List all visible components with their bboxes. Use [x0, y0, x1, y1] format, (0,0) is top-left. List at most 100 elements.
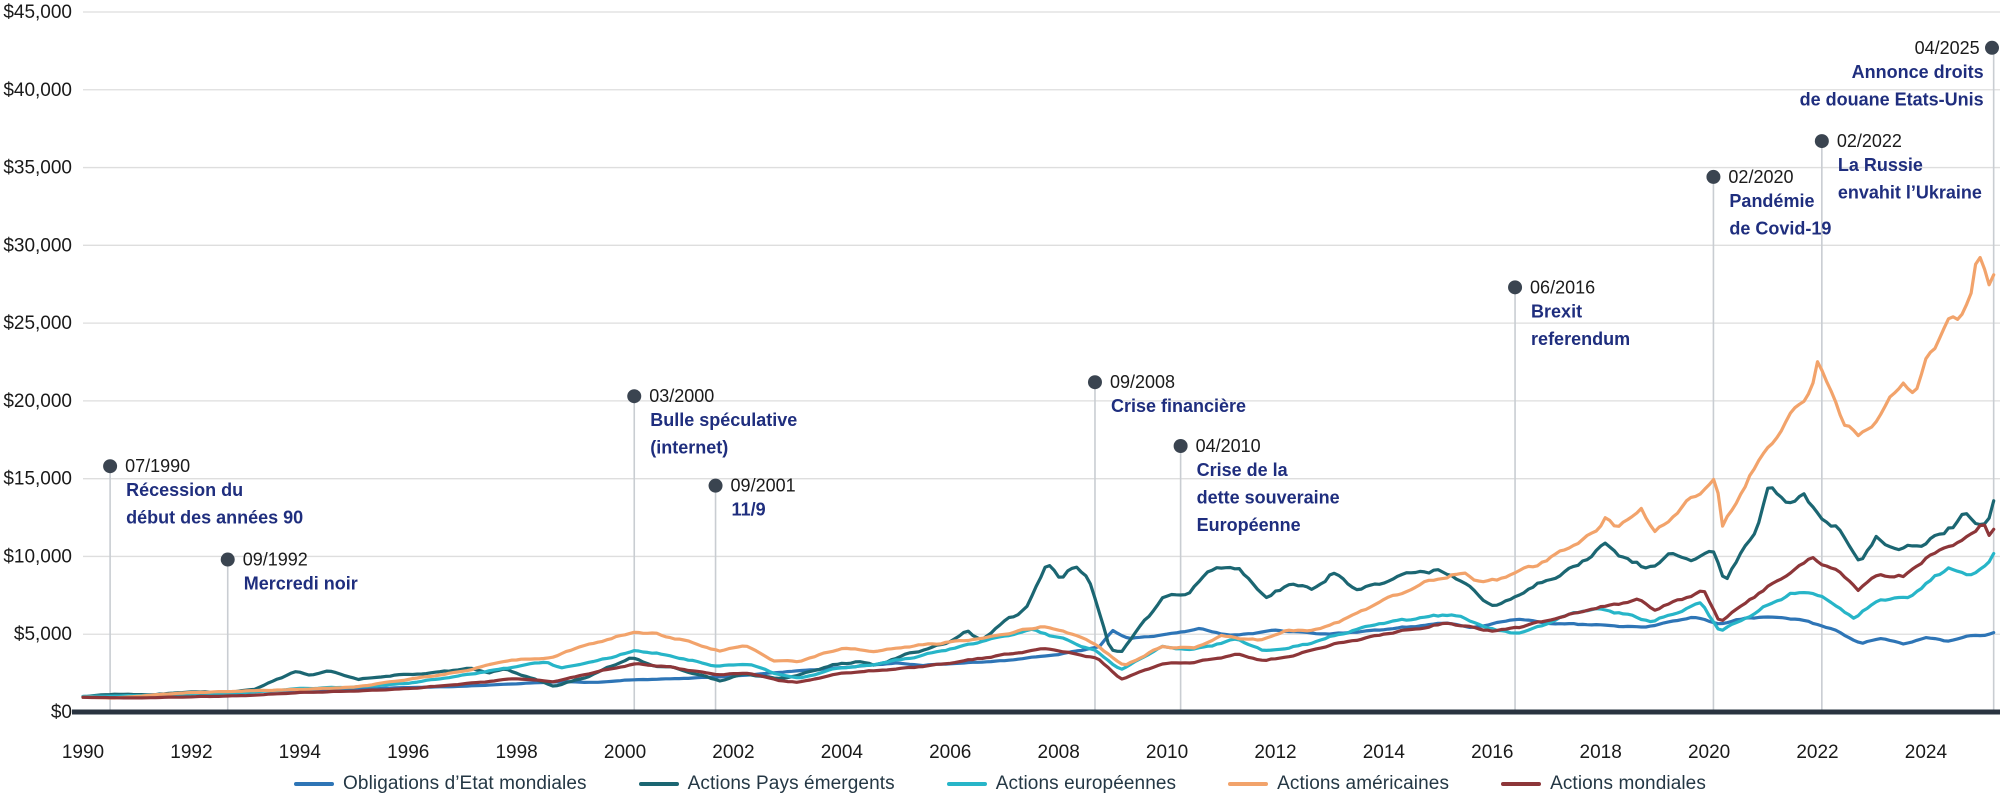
annotation-event-text: Mercredi noir: [244, 574, 358, 594]
series-lines: [81, 255, 1996, 700]
annotation-date: 04/2025: [1915, 38, 1980, 58]
annotation-event-text: Européenne: [1197, 515, 1301, 535]
legend-label: Actions mondiales: [1550, 773, 1706, 794]
legend-swatch-icon: [1501, 782, 1542, 786]
annotation-02-2022: 02/2022 La Russie envahit l’Ukraine: [1814, 131, 1982, 203]
legend-swatch-icon: [1228, 782, 1269, 786]
chart-legend: Obligations d’Etat mondiales Actions Pays…: [0, 773, 2000, 795]
x-axis-label: 2016: [1471, 742, 1513, 763]
y-axis-label: $20,000: [3, 391, 72, 412]
annotation-date: 06/2016: [1530, 277, 1595, 297]
y-axis-label: $30,000: [3, 235, 72, 256]
x-axis-labels: 1990 1992 1994 1996 1998 2000 2002 2004 2006 2008…: [62, 742, 1948, 763]
annotation-event-text: Crise financière: [1111, 396, 1246, 416]
annotation-07-1990: 07/1990 Récession du début des années 90: [103, 456, 303, 528]
series-line-world: [81, 523, 1996, 700]
gridlines: [83, 11, 2000, 635]
x-axis-label: 2024: [1905, 742, 1948, 763]
annotation-date: 07/1990: [125, 456, 190, 476]
legend-swatch-icon: [638, 782, 679, 786]
annotation-bullet-icon: [1985, 40, 1999, 55]
annotation-bullet-icon: [1087, 375, 1102, 390]
annotation-bullet-icon: [1814, 134, 1829, 149]
x-axis-label: 1996: [387, 742, 429, 763]
x-axis-label: 2008: [1038, 742, 1080, 763]
annotation-03-2000: 03/2000 Bulle spéculative (internet): [627, 386, 797, 458]
x-axis-label: 1990: [62, 742, 104, 763]
y-axis-label: $40,000: [3, 80, 72, 101]
x-axis-label: 2010: [1146, 742, 1188, 763]
annotation-09-2008: 09/2008 Crise financière: [1087, 372, 1246, 416]
annotation-02-2020: 02/2020 Pandémie de Covid-19: [1706, 167, 1831, 238]
annotation-event-text: début des années 90: [126, 508, 303, 528]
annotation-bullet-icon: [1706, 169, 1721, 184]
x-axis-label: 2012: [1254, 742, 1296, 763]
annotation-event-text: de douane Etats-Unis: [1800, 89, 1984, 109]
legend-label: Actions Pays émergents: [687, 773, 895, 794]
legend-item-world: Actions mondiales: [1501, 773, 1706, 795]
annotation-04-2010: 04/2010 Crise de la dette souveraine Europé…: [1173, 436, 1340, 535]
annotation-date: 09/1992: [243, 550, 308, 570]
series-line-us: [81, 255, 1996, 700]
annotation-event-text: envahit l’Ukraine: [1838, 183, 1982, 203]
annotation-event-text: Brexit: [1531, 301, 1582, 321]
y-axis-label: $25,000: [3, 313, 72, 334]
annotation-event-text: Bulle spéculative: [650, 410, 797, 430]
annotation-event-text: 11/9: [732, 500, 766, 520]
series-line-europe: [81, 551, 1996, 699]
annotation-event-text: de Covid-19: [1729, 218, 1831, 238]
annotation-date: 03/2000: [649, 386, 714, 406]
annotation-event-text: Pandémie: [1729, 191, 1814, 211]
series-line-emerging: [81, 486, 1996, 699]
x-axis-label: 1998: [495, 742, 537, 763]
y-axis-label: $0: [51, 702, 72, 723]
annotation-guide-lines: [109, 47, 1995, 710]
legend-item-emerging: Actions Pays émergents: [638, 773, 895, 795]
legend-label: Obligations d’Etat mondiales: [343, 773, 587, 794]
y-axis-label: $15,000: [3, 469, 72, 490]
legend-item-europe: Actions européennes: [946, 773, 1177, 795]
x-axis-label: 2022: [1796, 742, 1838, 763]
x-axis-label: 2006: [929, 742, 971, 763]
legend-label: Actions européennes: [995, 773, 1177, 794]
y-axis-labels: $0 $5,000 $10,000 $15,000 $20,000 $25,000 $30,…: [3, 2, 72, 723]
annotation-date: 09/2008: [1110, 372, 1175, 392]
legend-item-bonds: Obligations d’Etat mondiales: [294, 773, 587, 795]
y-axis-label: $10,000: [3, 546, 72, 567]
annotation-date: 09/2001: [731, 476, 796, 496]
x-axis-label: 2014: [1363, 742, 1406, 763]
annotation-06-2016: 06/2016 Brexit referendum: [1508, 277, 1630, 349]
annotation-date: 04/2010: [1196, 436, 1261, 456]
annotation-04-2025: 04/2025 Annonce droits de douane Etats-Uni…: [1800, 38, 1999, 109]
annotation-bullet-icon: [1173, 439, 1188, 453]
annotation-09-2001: 09/2001 11/9: [708, 476, 796, 520]
annotation-event-text: La Russie: [1838, 155, 1923, 175]
annotation-bullet-icon: [708, 478, 723, 493]
annotation-bullet-icon: [103, 459, 118, 474]
annotation-event-text: Crise de la: [1197, 460, 1289, 480]
annotation-bullet-icon: [627, 389, 642, 404]
annotation-bullet-icon: [220, 552, 235, 567]
x-axis-label: 2020: [1688, 742, 1730, 763]
legend-label: Actions américaines: [1277, 773, 1450, 794]
y-axis-label: $5,000: [14, 624, 72, 645]
x-axis-label: 1994: [279, 742, 322, 763]
annotation-bullet-icon: [1508, 280, 1523, 295]
x-axis-label: 2018: [1580, 742, 1622, 763]
x-axis-label: 2002: [712, 742, 754, 763]
annotation-event-text: referendum: [1531, 329, 1630, 349]
y-axis-label: $35,000: [3, 158, 72, 179]
legend-swatch-icon: [294, 782, 335, 786]
annotation-event-text: Récession du: [126, 480, 243, 500]
annotation-event-text: (internet): [650, 438, 728, 458]
annotation-date: 02/2022: [1837, 131, 1902, 151]
annotation-event-text: dette souveraine: [1197, 488, 1340, 508]
x-axis-label: 1992: [170, 742, 212, 763]
y-axis-label: $45,000: [3, 2, 72, 23]
annotation-09-1992: 09/1992 Mercredi noir: [220, 550, 358, 594]
x-axis-label: 2004: [821, 742, 864, 763]
x-axis-label: 2000: [604, 742, 646, 763]
legend-item-us: Actions américaines: [1228, 773, 1449, 795]
